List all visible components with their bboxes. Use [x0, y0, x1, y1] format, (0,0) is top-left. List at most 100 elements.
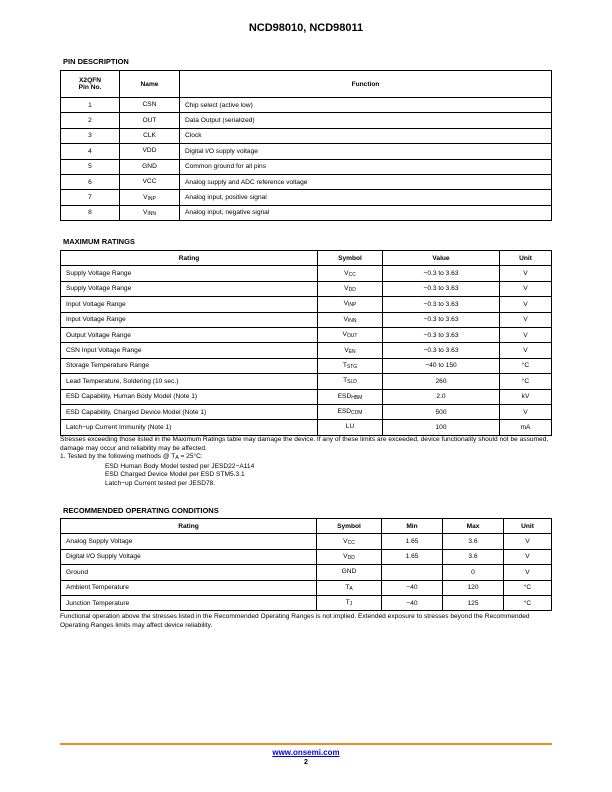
- col-header: Symbol: [317, 249, 383, 267]
- value-cell: 100: [382, 419, 500, 436]
- symbol-cell: VCC: [316, 533, 382, 550]
- value-cell: 260: [382, 373, 500, 390]
- symbol-cell: VOUT: [317, 326, 383, 344]
- function-cell: Clock: [179, 127, 552, 145]
- unit-cell: °C: [499, 357, 552, 375]
- table-row: Digital I/O Supply Voltage VDD 1.65 3.6 V: [60, 548, 552, 566]
- table-row: ESD Capability, Charged Device Model (No…: [60, 403, 552, 421]
- table-row: Lead Temperature, Soldering (10 sec.) TSL…: [60, 373, 552, 390]
- value-cell: 2.0: [382, 388, 500, 405]
- symbol-cell: VDD: [317, 280, 383, 298]
- page-title: NCD98010, NCD98011: [248, 22, 364, 34]
- function-cell: Analog input, negative signal: [179, 204, 552, 222]
- symbol-cell: TA: [316, 579, 382, 596]
- pin-number-cell: 5: [60, 158, 120, 175]
- unit-cell: V: [503, 564, 552, 581]
- rating-cell: Output Voltage Range: [60, 326, 318, 344]
- min-cell: [381, 564, 443, 581]
- unit-cell: V: [499, 296, 552, 313]
- stress-note: Stresses exceeding those listed in the M…: [60, 436, 554, 489]
- table-row: 2 OUT Data Output (serialized): [60, 112, 552, 129]
- symbol-cell: VEN: [317, 342, 383, 359]
- symbol-cell: OUT: [119, 112, 180, 129]
- min-cell: 1.65: [381, 548, 443, 566]
- rating-cell: Ambient Temperature: [60, 579, 317, 596]
- note-1-line: Latch−up Current tested per JESD78.: [105, 479, 216, 487]
- unit-cell: V: [499, 326, 552, 344]
- symbol-cell: TSTG: [317, 357, 383, 375]
- rating-cell: CSN Input Voltage Range: [60, 342, 318, 359]
- function-cell: Analog input, positive signal: [179, 189, 552, 206]
- stress-note-text: Stresses exceeding those listed in the M…: [60, 436, 549, 452]
- footer-rule: [60, 743, 552, 745]
- col-header: Value: [382, 249, 500, 267]
- table-row: 3 CLK Clock: [60, 127, 552, 145]
- function-cell: Digital I/O supply voltage: [179, 143, 552, 160]
- symbol-cell: TSLD: [317, 373, 383, 390]
- table-row: Ground GND 0 V: [60, 564, 552, 581]
- table-row: Output Voltage Range VOUT −0.3 to 3.63 V: [60, 326, 552, 344]
- rating-cell: Latch−up Current Immunity (Note 1): [60, 419, 318, 436]
- pin-number-cell: 8: [60, 204, 120, 222]
- rating-cell: ESD Capability, Human Body Model (Note 1…: [60, 388, 318, 405]
- max-cell: 3.6: [442, 533, 504, 550]
- rec-conditions-title: RECOMMENDED OPERATING CONDITIONS: [63, 506, 219, 515]
- symbol-cell: VCC: [317, 265, 383, 282]
- table-row: Analog Supply Voltage VCC 1.65 3.6 V: [60, 533, 552, 550]
- symbol-cell: CLK: [119, 127, 180, 145]
- unit-cell: V: [499, 280, 552, 298]
- symbol-cell: VDD: [316, 548, 382, 566]
- col-header: Name: [119, 70, 180, 98]
- symbol-cell: VINP: [119, 189, 180, 206]
- table-row: 5 GND Common ground for all pins: [60, 158, 552, 175]
- rating-cell: Storage Temperature Range: [60, 357, 318, 375]
- pin-number-cell: 1: [60, 96, 120, 114]
- symbol-cell: VINP: [317, 296, 383, 313]
- rating-cell: Supply Voltage Range: [60, 265, 318, 282]
- pin-number-cell: 3: [60, 127, 120, 145]
- unit-cell: V: [499, 265, 552, 282]
- max-cell: 125: [442, 594, 504, 612]
- col-header: X2QFN Pin No.: [60, 70, 120, 98]
- symbol-cell: ESDCDM: [317, 403, 383, 421]
- col-header: Min: [381, 517, 443, 535]
- pin-description-title: PIN DESCRIPTION: [63, 57, 129, 66]
- value-cell: −40 to 150: [382, 357, 500, 375]
- unit-cell: °C: [503, 594, 552, 612]
- rating-cell: Input Voltage Range: [60, 311, 318, 328]
- rating-cell: Supply Voltage Range: [60, 280, 318, 298]
- min-cell: 1.65: [381, 533, 443, 550]
- website-link[interactable]: www.onsemi.com: [272, 748, 340, 757]
- table-row: ESD Capability, Human Body Model (Note 1…: [60, 388, 552, 405]
- unit-cell: V: [499, 403, 552, 421]
- table-row: 7 VINP Analog input, positive signal: [60, 189, 552, 206]
- symbol-cell: VINN: [119, 204, 180, 222]
- rec-conditions-table: Rating Symbol Min Max Unit Analog Supply Vol…: [60, 517, 552, 612]
- pin-number-cell: 2: [60, 112, 120, 129]
- value-cell: 500: [382, 403, 500, 421]
- unit-cell: V: [503, 548, 552, 566]
- symbol-cell: VCC: [119, 173, 180, 191]
- pin-description-table: X2QFN Pin No. Name Function 1 CSN Chip selec…: [60, 70, 552, 222]
- unit-cell: °C: [499, 373, 552, 390]
- col-header: Unit: [503, 517, 552, 535]
- table-row: 8 VINN Analog input, negative signal: [60, 204, 552, 222]
- table-row: Junction Temperature TJ −40 125 °C: [60, 594, 552, 612]
- unit-cell: V: [503, 533, 552, 550]
- rating-cell: Junction Temperature: [60, 594, 317, 612]
- max-cell: 120: [442, 579, 504, 596]
- symbol-cell: TJ: [316, 594, 382, 612]
- table-row: 1 CSN Chip select (active low): [60, 96, 552, 114]
- rating-cell: Lead Temperature, Soldering (10 sec.): [60, 373, 318, 390]
- symbol-cell: VINN: [317, 311, 383, 328]
- value-cell: −0.3 to 3.63: [382, 342, 500, 359]
- rating-cell: ESD Capability, Charged Device Model (No…: [60, 403, 318, 421]
- table-row: 6 VCC Analog supply and ADC reference volt…: [60, 173, 552, 191]
- note-1: 1. Tested by the following methods @ TA …: [60, 453, 203, 462]
- min-cell: −40: [381, 579, 443, 596]
- col-header: Function: [179, 70, 552, 98]
- symbol-cell: VDD: [119, 143, 180, 160]
- function-cell: Common ground for all pins: [179, 158, 552, 175]
- value-cell: −0.3 to 3.63: [382, 311, 500, 328]
